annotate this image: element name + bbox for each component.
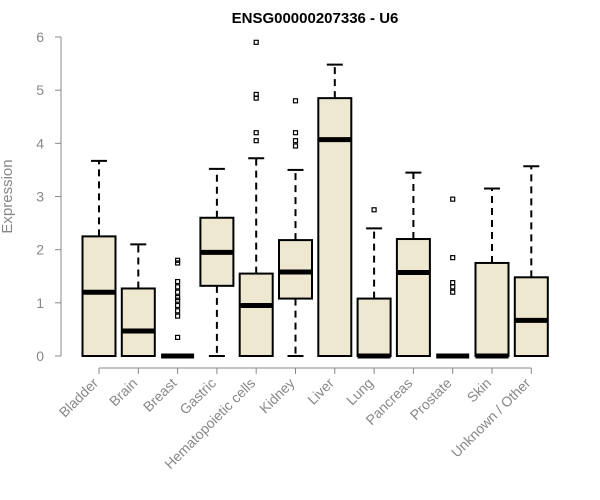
outlier-point — [253, 91, 259, 98]
x-tick-label: Kidney — [256, 375, 298, 417]
outlier-point — [450, 196, 456, 202]
outlier-point — [450, 284, 456, 290]
outlier-point — [175, 289, 181, 295]
x-tick-label: Lung — [343, 375, 376, 408]
outlier-point — [253, 39, 259, 45]
box-body — [278, 239, 313, 300]
x-tick-label: Brain — [106, 375, 140, 409]
y-tick-label: 3 — [36, 189, 44, 205]
box-body — [120, 287, 156, 357]
outlier-point — [253, 138, 259, 144]
outlier-point — [450, 289, 456, 295]
outlier-point — [371, 207, 377, 213]
outlier-point — [175, 302, 181, 309]
box-body — [395, 238, 431, 358]
outlier-point — [175, 313, 181, 319]
y-tick-label: 5 — [36, 82, 44, 98]
box-prostate — [436, 196, 470, 359]
box-skin — [474, 187, 510, 359]
box-kidney — [278, 98, 313, 357]
x-tick-label: Bladder — [56, 375, 102, 421]
outlier-point — [450, 255, 456, 261]
y-axis: 0 1 2 3 4 5 6 — [36, 29, 62, 364]
box-body — [317, 97, 353, 358]
y-axis-label: Expression — [0, 159, 16, 233]
outlier-point — [292, 143, 299, 149]
outlier-point — [175, 308, 181, 314]
outlier-point — [175, 260, 181, 266]
outlier-point — [292, 138, 299, 144]
y-tick-label: 1 — [36, 295, 44, 311]
box-body — [474, 261, 510, 358]
outlier-point — [175, 294, 181, 301]
y-tick-label: 4 — [36, 135, 44, 151]
box-lung — [356, 207, 392, 359]
outlier-point — [450, 280, 456, 286]
box-brain — [120, 243, 156, 357]
outlier-point — [292, 130, 299, 136]
x-tick-label: Liver — [304, 375, 337, 408]
box-pancreas — [395, 171, 431, 358]
box-breast — [161, 257, 195, 359]
outlier-point — [175, 297, 181, 303]
box-hematopoietic-cells — [238, 39, 274, 358]
box-liver — [317, 63, 353, 358]
y-tick-label: 6 — [36, 29, 44, 45]
box-body — [513, 276, 549, 357]
x-tick-label: Prostate — [407, 375, 455, 423]
x-tick-label: Breast — [140, 375, 180, 415]
box-body — [356, 297, 392, 357]
box-series — [81, 39, 549, 359]
outlier-point — [175, 278, 181, 285]
outlier-point — [253, 130, 259, 136]
box-body — [238, 272, 274, 358]
y-tick-label: 2 — [36, 242, 44, 258]
box-body — [81, 235, 117, 357]
y-tick-label: 0 — [36, 348, 44, 364]
outlier-point — [292, 98, 299, 104]
x-tick-label: Skin — [464, 375, 495, 406]
chart-title: ENSG00000207336 - U6 — [232, 10, 399, 27]
box-bladder — [81, 159, 117, 357]
box-unknown-other — [513, 165, 549, 357]
outlier-point — [175, 284, 181, 290]
outlier-point — [175, 257, 181, 263]
box-gastric — [199, 167, 235, 357]
outlier-point — [175, 334, 181, 340]
